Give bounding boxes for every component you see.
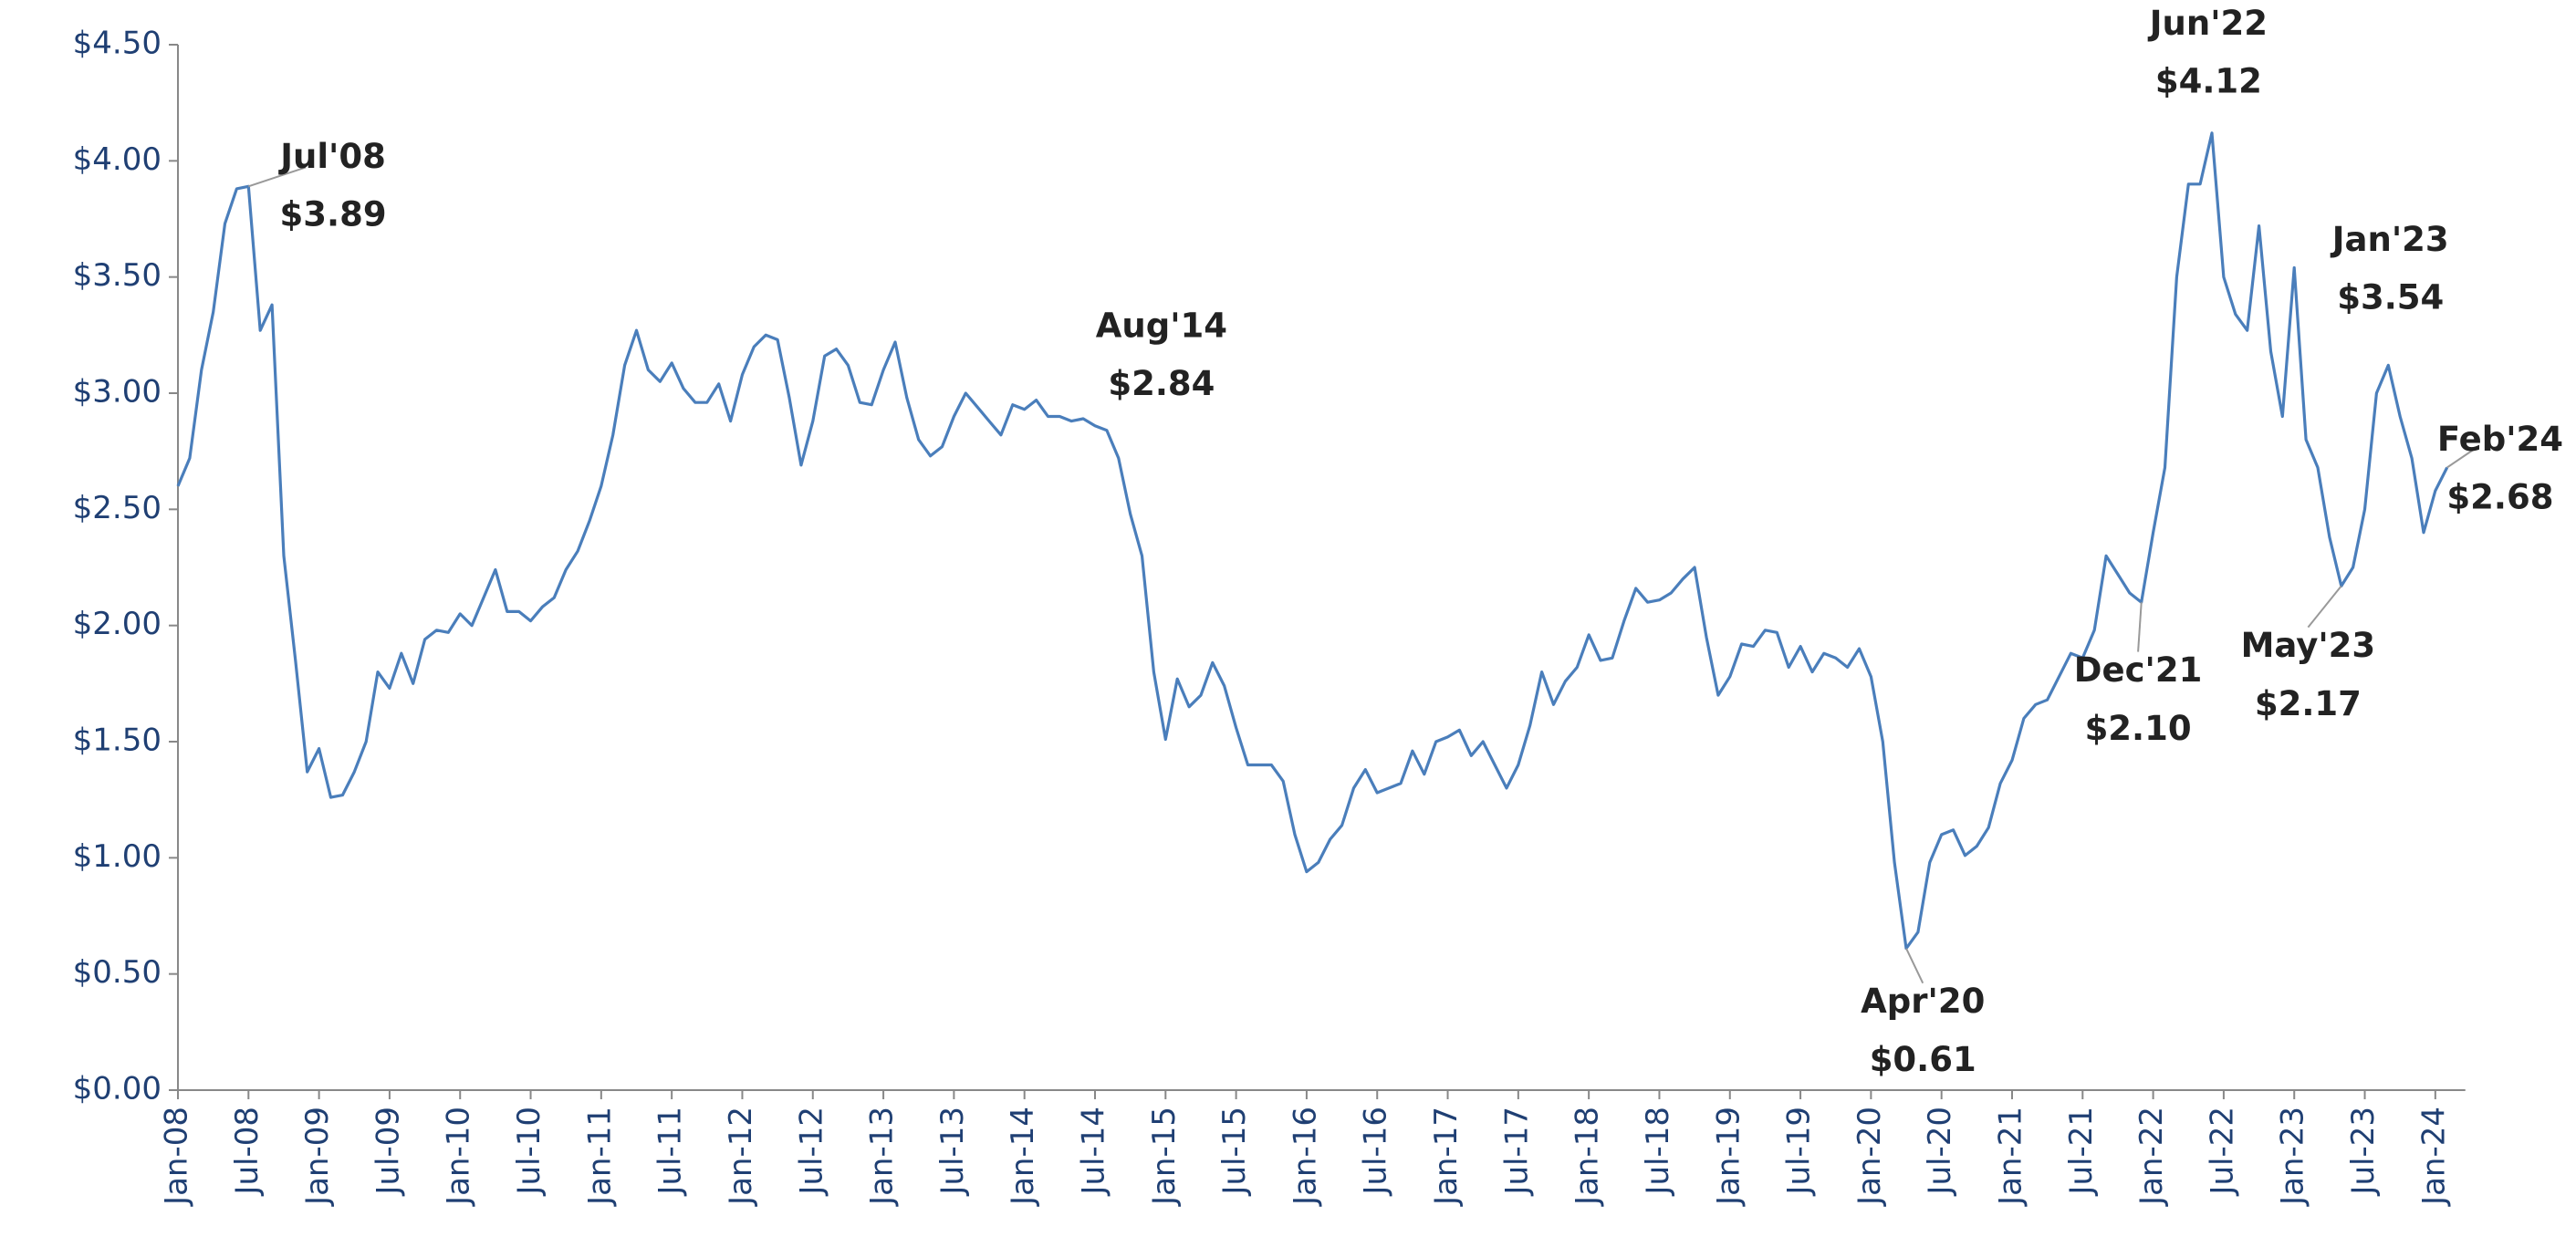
- leader-line: [2446, 449, 2474, 469]
- x-tick-label: Jul-18: [1640, 1107, 1676, 1197]
- x-tick-label: Jul-17: [1498, 1107, 1535, 1197]
- x-tick-label: Jul-11: [652, 1107, 689, 1197]
- annotation-value: $2.17: [2255, 684, 2362, 723]
- y-tick-label: $1.50: [73, 722, 162, 759]
- leader-line: [2137, 602, 2143, 652]
- annotation-value: $2.84: [1108, 364, 1215, 403]
- annotation-date: Dec'21: [2074, 650, 2203, 690]
- annotation-date: May'23: [2241, 626, 2376, 665]
- x-tick-label: Jul-09: [370, 1107, 406, 1197]
- annotation-date: Jul'08: [277, 137, 386, 176]
- x-tick-label: Jan-11: [581, 1107, 618, 1207]
- leader-line: [2307, 585, 2342, 629]
- x-tick-label: Jan-15: [1146, 1107, 1183, 1207]
- annotation-value: $2.68: [2446, 478, 2553, 517]
- x-tick-label: Jul-19: [1781, 1107, 1818, 1197]
- x-tick-label: Jul-15: [1216, 1107, 1253, 1197]
- annotation-date: Jun'22: [2147, 4, 2268, 43]
- x-tick-label: Jan-20: [1851, 1107, 1888, 1207]
- annotation-date: Aug'14: [1096, 306, 1227, 345]
- x-tick-label: Jan-08: [159, 1107, 195, 1207]
- x-tick-label: Jan-18: [1570, 1107, 1606, 1207]
- x-tick-label: Jan-17: [1428, 1107, 1465, 1207]
- x-tick-label: Jan-24: [2415, 1107, 2452, 1207]
- x-tick-label: Jul-08: [229, 1107, 266, 1197]
- annotation-value: $3.54: [2337, 278, 2444, 317]
- y-tick-label: $2.50: [73, 490, 162, 526]
- y-tick-label: $2.00: [73, 606, 162, 642]
- annotation-date: Feb'24: [2437, 420, 2563, 459]
- annotation-value: $0.61: [1870, 1040, 1976, 1079]
- x-tick-label: Jul-14: [1075, 1107, 1111, 1197]
- y-tick-label: $3.50: [73, 257, 162, 294]
- x-tick-label: Jan-12: [723, 1107, 759, 1207]
- price-line: [176, 131, 2449, 951]
- x-tick-label: Jul-23: [2345, 1107, 2382, 1197]
- leader-line: [247, 166, 307, 188]
- x-tick-label: Jul-21: [2063, 1107, 2100, 1197]
- x-tick-label: Jul-16: [1358, 1107, 1394, 1197]
- x-tick-label: Jan-13: [864, 1107, 901, 1207]
- x-tick-label: Jan-09: [299, 1107, 336, 1207]
- x-tick-label: Jan-14: [1005, 1107, 1041, 1207]
- annotation-value: $2.10: [2085, 709, 2192, 748]
- y-tick-label: $4.50: [73, 26, 162, 62]
- x-tick-label: Jan-23: [2275, 1107, 2311, 1207]
- leader-line: [1905, 948, 1924, 984]
- x-tick-label: Jul-13: [934, 1107, 971, 1197]
- x-tick-label: Jul-10: [511, 1107, 548, 1197]
- annotation-date: Apr'20: [1861, 982, 1985, 1021]
- x-tick-label: Jul-12: [793, 1107, 829, 1197]
- annotation-value: $3.89: [280, 195, 387, 234]
- y-tick-label: $0.50: [73, 954, 162, 991]
- y-tick-label: $4.00: [73, 141, 162, 178]
- annotation-date: Jan'23: [2330, 220, 2449, 259]
- y-tick-label: $1.00: [73, 838, 162, 875]
- y-tick-label: $0.00: [73, 1071, 162, 1107]
- x-tick-label: Jul-20: [1922, 1107, 1958, 1197]
- x-tick-label: Jan-19: [1710, 1107, 1747, 1207]
- annotation-value: $4.12: [2155, 62, 2262, 101]
- y-tick-label: $3.00: [73, 374, 162, 411]
- x-tick-label: Jan-16: [1287, 1107, 1323, 1207]
- x-tick-label: Jan-21: [1992, 1107, 2028, 1207]
- x-tick-label: Jul-22: [2204, 1107, 2240, 1197]
- x-tick-label: Jan-22: [2133, 1107, 2170, 1207]
- x-tick-label: Jan-10: [441, 1107, 477, 1207]
